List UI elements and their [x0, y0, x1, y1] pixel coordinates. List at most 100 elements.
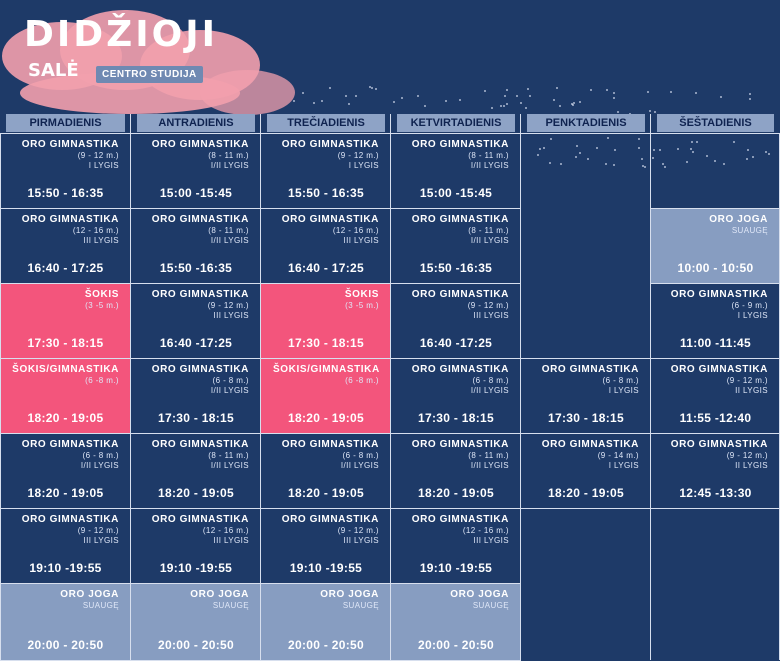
star: [663, 165, 666, 168]
studio-badge: CENTRO STUDIJA: [96, 66, 203, 83]
star: [579, 101, 582, 104]
star: [604, 163, 607, 166]
grid-line: [651, 433, 780, 434]
class-name: ŠOKIS: [344, 289, 379, 300]
star: [768, 152, 771, 155]
class-age: (6 - 9 m.): [731, 301, 768, 310]
class-name: ORO JOGA: [450, 589, 509, 600]
class-cell: ORO GIMNASTIKA (9 - 14 m.) I LYGIS 18:20 - …: [521, 433, 651, 508]
class-time: 20:00 - 20:50: [288, 638, 364, 652]
grid-line: [0, 433, 521, 434]
class-cell: ORO JOGA SUAUGĘ 20:00 - 20:50: [0, 583, 131, 660]
star: [646, 91, 649, 93]
class-cell: ORO GIMNASTIKA (6 - 8 m.) I/II LYGIS 17:30 …: [131, 358, 261, 433]
day-header: ANTRADIENIS: [137, 114, 255, 132]
class-level: III LYGIS: [473, 311, 509, 320]
star: [605, 88, 608, 91]
class-time: 17:30 - 18:15: [548, 411, 624, 425]
star: [527, 88, 530, 90]
class-cell: ORO GIMNASTIKA (6 - 8 m.) I LYGIS 17:30 - 1…: [521, 358, 651, 433]
class-name: ORO GIMNASTIKA: [21, 439, 119, 450]
class-time: 15:00 -15:45: [419, 186, 493, 200]
class-time: 12:45 -13:30: [679, 486, 752, 500]
class-level: I/II LYGIS: [470, 461, 509, 470]
class-age: (9 - 14 m.): [597, 451, 639, 460]
grid-line: [0, 133, 780, 134]
star: [720, 96, 723, 98]
grid-line: [651, 208, 780, 209]
class-name: ORO JOGA: [190, 589, 249, 600]
class-cell: ORO JOGA SUAUGĘ 20:00 - 20:50: [131, 583, 261, 660]
star: [662, 163, 665, 166]
star: [500, 104, 503, 107]
class-cell: ORO GIMNASTIKA (6 - 8 m.) I/II LYGIS 17:30 …: [391, 358, 521, 433]
class-level: I/II LYGIS: [470, 386, 509, 395]
class-cell: ORO GIMNASTIKA (9 - 12 m.) III LYGIS 16:40 …: [131, 283, 261, 358]
class-time: 17:30 - 18:15: [288, 336, 364, 350]
grid-line: [0, 283, 521, 284]
class-age: (12 - 16 m.): [332, 226, 379, 235]
class-age: (6 - 8 m.): [212, 376, 249, 385]
class-cell: ORO GIMNASTIKA (6 - 9 m.) I LYGIS 11:00 -11…: [651, 283, 780, 358]
class-age: (8 - 11 m.): [208, 226, 249, 235]
class-level: I/II LYGIS: [340, 461, 379, 470]
star: [538, 147, 541, 150]
star: [654, 110, 657, 113]
class-name: ORO JOGA: [60, 589, 119, 600]
grid-line: [520, 114, 521, 660]
class-age: (8 - 11 m.): [208, 451, 249, 460]
class-age: (8 - 11 m.): [208, 151, 249, 160]
star: [575, 145, 578, 148]
star: [575, 155, 578, 158]
star: [458, 99, 461, 102]
grid-line: [130, 114, 131, 660]
class-time: 18:20 - 19:05: [27, 411, 104, 425]
class-cell: ORO GIMNASTIKA (12 - 16 m.) III LYGIS 19:10…: [391, 508, 521, 583]
class-level: III LYGIS: [213, 536, 249, 545]
star: [653, 149, 655, 152]
grid-line: [0, 508, 521, 509]
page-subtitle: SALĖ: [28, 60, 79, 81]
star: [355, 94, 358, 97]
star: [589, 89, 592, 92]
star: [713, 159, 716, 162]
class-time: 15:50 -16:35: [159, 261, 233, 275]
class-time: 19:10 -19:55: [159, 561, 233, 575]
star: [416, 95, 419, 97]
star: [369, 86, 371, 88]
star: [676, 147, 679, 150]
star: [519, 101, 522, 104]
star: [692, 151, 695, 153]
class-cell: ORO GIMNASTIKA (8 - 11 m.) I/II LYGIS 18:20…: [391, 433, 521, 508]
star: [572, 101, 575, 104]
class-age: (6 - 8 m.): [472, 376, 509, 385]
class-age: (9 - 12 m.): [207, 301, 249, 310]
star: [685, 160, 688, 163]
class-age: (6 -8 m.): [345, 376, 379, 385]
class-name: ORO JOGA: [709, 214, 768, 225]
star: [629, 112, 632, 115]
class-cell: ORO GIMNASTIKA (12 - 16 m.) III LYGIS 16:40…: [0, 208, 131, 283]
star: [537, 154, 540, 156]
day-header: PIRMADIENIS: [6, 114, 125, 132]
class-name: ORO GIMNASTIKA: [151, 289, 249, 300]
class-age: (9 - 12 m.): [726, 451, 768, 460]
class-level: III LYGIS: [343, 236, 379, 245]
star: [320, 99, 323, 102]
class-time: 18:20 - 19:05: [27, 486, 104, 500]
class-age: (9 - 12 m.): [77, 526, 119, 535]
star: [642, 165, 645, 167]
grid-line: [651, 358, 780, 359]
class-name: ORO GIMNASTIKA: [670, 439, 768, 450]
class-name: ORO GIMNASTIKA: [21, 139, 119, 150]
class-name: ŠOKIS: [84, 289, 119, 300]
class-time: 19:10 -19:55: [419, 561, 493, 575]
class-name: ORO GIMNASTIKA: [411, 139, 509, 150]
class-level: III LYGIS: [473, 536, 509, 545]
star: [695, 141, 698, 144]
class-cell: ORO GIMNASTIKA (6 - 8 m.) I/II LYGIS 18:20 …: [261, 433, 391, 508]
grid-line: [0, 208, 521, 209]
class-age: (8 - 11 m.): [468, 451, 509, 460]
star: [542, 147, 545, 150]
class-level: I/II LYGIS: [210, 236, 249, 245]
